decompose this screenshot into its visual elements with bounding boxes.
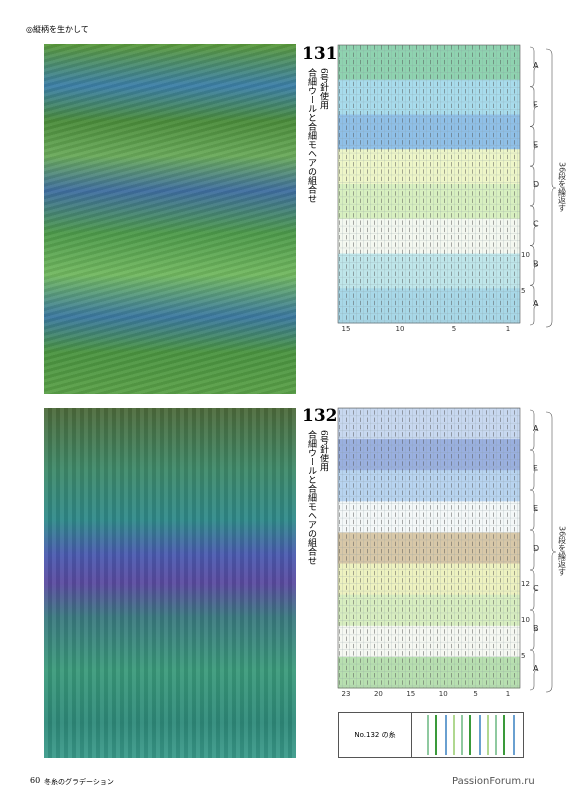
row-number: 12: [521, 580, 530, 588]
header: ◎縦柄を生かして: [26, 25, 89, 34]
repeat-note: 36段を繰返す: [558, 526, 567, 576]
section-bracket: [529, 649, 539, 691]
section-bracket: [529, 86, 539, 127]
swatch-photo: [44, 44, 296, 394]
section-label: E: [533, 140, 538, 149]
column-number: 23: [342, 690, 351, 698]
repeat-bracket: [545, 411, 557, 693]
column-number: 5: [452, 325, 456, 333]
column-number: 5: [473, 690, 477, 698]
row-number: 10: [521, 616, 530, 624]
section-label: E: [533, 504, 538, 513]
section-bracket: [529, 529, 539, 571]
needle: 6号針使用: [318, 68, 328, 110]
needle: 6号針使用: [318, 430, 328, 472]
section-bracket: [529, 489, 539, 531]
section-label: D: [533, 544, 539, 553]
column-number: 10: [396, 325, 405, 333]
section-bracket: [529, 569, 539, 611]
footer-title: 冬糸のグラデーション: [44, 778, 114, 786]
yarn-strands: [421, 715, 519, 755]
column-number: 10: [439, 690, 448, 698]
section-bracket: [529, 245, 539, 286]
section-bracket: [529, 284, 539, 326]
section-bracket: [529, 126, 539, 167]
section-label: B: [533, 259, 539, 268]
column-number: 15: [342, 325, 351, 333]
swatch-photo: [44, 408, 296, 758]
section-label: B: [533, 624, 539, 633]
section-bracket: [529, 409, 539, 451]
yarn: 合細ウールと合細モヘアの組合せ: [306, 430, 316, 565]
row-number: 5: [521, 652, 525, 660]
section-label: F: [533, 464, 538, 473]
repeat-bracket: [545, 48, 557, 328]
page-number: 60: [30, 776, 41, 785]
section-label: F: [533, 101, 538, 110]
section-label: D: [533, 180, 539, 189]
section-bracket: [529, 609, 539, 651]
yarn-label: No.132 の糸: [339, 713, 412, 757]
section-label: A: [533, 299, 539, 308]
section-bracket: [529, 46, 539, 88]
column-number: 1: [506, 690, 510, 698]
section-bracket: [529, 205, 539, 246]
pattern-number: 132: [302, 406, 338, 426]
column-number: 1: [506, 325, 510, 333]
chart-grid: [337, 44, 521, 324]
chart-grid: [337, 407, 521, 689]
section-label: C: [533, 584, 539, 593]
section-bracket: [529, 165, 539, 207]
section-label: C: [533, 220, 539, 229]
section-bracket: [529, 449, 539, 491]
watermark: PassionForum.ru: [452, 776, 535, 787]
section-label: A: [533, 424, 539, 433]
row-number: 5: [521, 287, 525, 295]
column-number: 20: [374, 690, 383, 698]
row-number: 10: [521, 251, 530, 259]
repeat-note: 36段を繰返す: [558, 162, 567, 212]
section-label: A: [533, 61, 539, 70]
pattern-number: 131: [302, 44, 338, 64]
yarn: 合細ウールと合細モヘアの組合せ: [306, 68, 316, 203]
section-label: A: [533, 664, 539, 673]
column-number: 15: [406, 690, 415, 698]
yarn-box: No.132 の糸: [338, 712, 524, 758]
